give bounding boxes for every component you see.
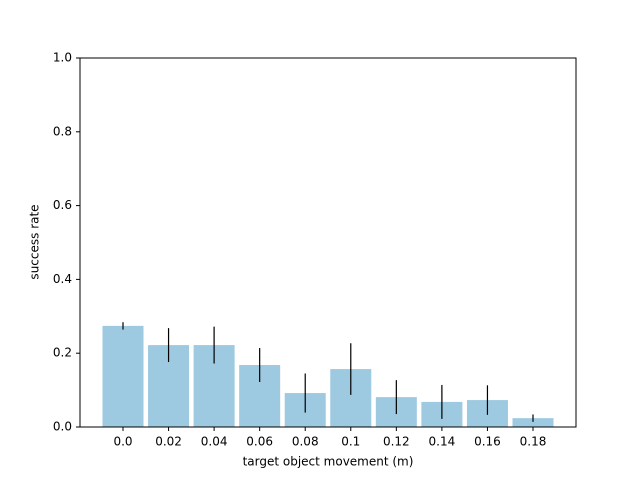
x-tick-label: 0.14 [429, 435, 456, 449]
x-tick-label: 0.0 [113, 435, 132, 449]
y-tick-label: 0.0 [53, 420, 72, 434]
y-tick-label: 0.4 [53, 272, 72, 286]
y-tick-label: 0.8 [53, 124, 72, 138]
bar [512, 418, 554, 427]
x-axis-label: target object movement (m) [243, 455, 414, 469]
x-tick-label: 0.02 [155, 435, 182, 449]
x-tick-label: 0.18 [520, 435, 547, 449]
x-tick-label: 0.08 [292, 435, 319, 449]
y-tick-label: 1.0 [53, 51, 72, 65]
bar [102, 325, 144, 427]
x-tick-label: 0.1 [341, 435, 360, 449]
x-tick-label: 0.12 [383, 435, 410, 449]
y-tick-label: 0.6 [53, 198, 72, 212]
x-tick-label: 0.04 [201, 435, 228, 449]
y-axis-label: success rate [28, 204, 42, 279]
plot-frame [79, 57, 577, 428]
x-tick-label: 0.16 [474, 435, 501, 449]
x-tick-label: 0.06 [246, 435, 273, 449]
y-tick-label: 0.2 [53, 346, 72, 360]
